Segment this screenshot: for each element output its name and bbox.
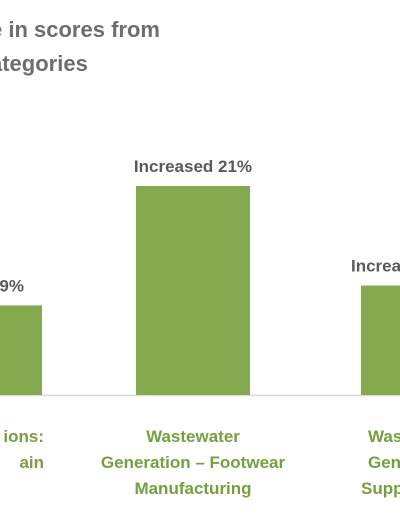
category-label-1-line-0: Wastewater — [146, 427, 240, 446]
chart-title-line-1: e in scores from — [0, 17, 160, 42]
category-label-2-line-2: Supp — [361, 479, 400, 498]
value-labels-group: 9% Increased 21% Increa — [0, 157, 400, 295]
category-label-0-line-1: ain — [19, 453, 44, 472]
value-label-1: Increased 21% — [134, 157, 252, 176]
value-label-2: Increa — [351, 257, 400, 276]
category-label-1-line-2: Manufacturing — [134, 479, 251, 498]
category-label-1-line-1: Generation – Footwear — [101, 453, 286, 472]
category-label-2-line-1: Gen — [368, 453, 400, 472]
bar-1 — [136, 186, 250, 395]
category-label-2-line-0: Was — [368, 427, 400, 446]
bar-2 — [361, 285, 400, 395]
bars-group — [0, 186, 400, 395]
chart-title-line-2: ategories — [0, 51, 88, 76]
category-label-0-line-0: ions: — [3, 427, 44, 446]
category-labels-group: ions: ain Wastewater Generation – Footwear M… — [3, 427, 400, 498]
bar-0 — [0, 305, 42, 395]
value-label-0: 9% — [0, 276, 24, 295]
